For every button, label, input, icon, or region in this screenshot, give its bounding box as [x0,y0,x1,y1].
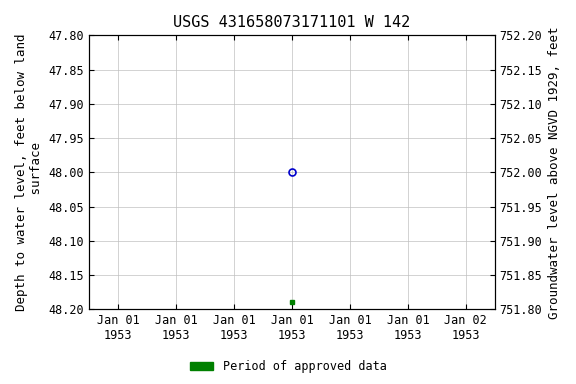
Legend: Period of approved data: Period of approved data [185,356,391,378]
Y-axis label: Depth to water level, feet below land
 surface: Depth to water level, feet below land su… [15,33,43,311]
Y-axis label: Groundwater level above NGVD 1929, feet: Groundwater level above NGVD 1929, feet [548,26,561,319]
Title: USGS 431658073171101 W 142: USGS 431658073171101 W 142 [173,15,411,30]
